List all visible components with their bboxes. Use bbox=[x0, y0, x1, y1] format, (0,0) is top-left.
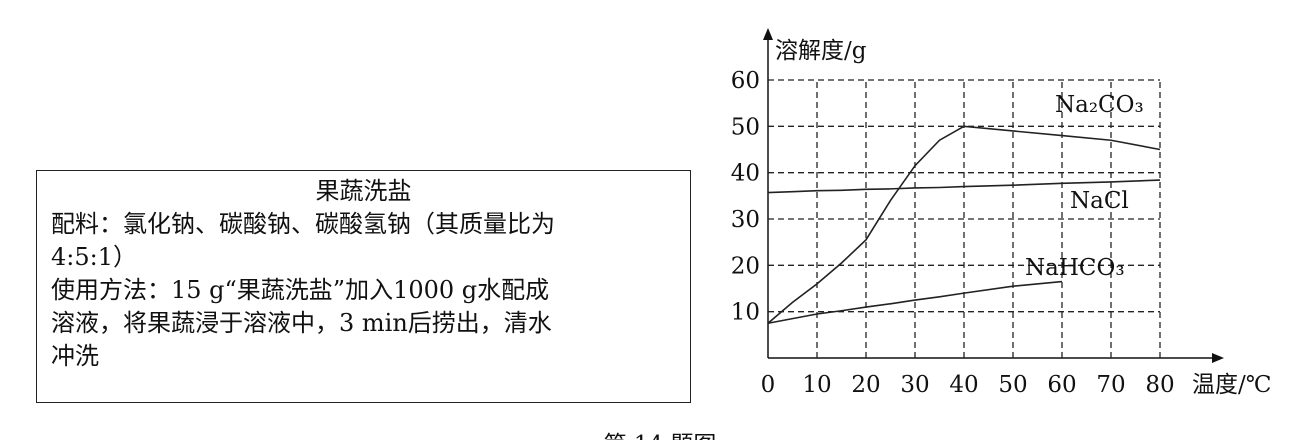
series-line bbox=[767, 280, 1063, 325]
x-tick-label: 80 bbox=[1145, 372, 1174, 398]
series-line bbox=[767, 125, 1161, 324]
x-tick-label: 30 bbox=[900, 372, 929, 398]
x-tick-label: 0 bbox=[761, 372, 776, 398]
series-label: NaHCO₃ bbox=[1025, 255, 1125, 281]
y-tick-label: 50 bbox=[731, 114, 760, 140]
x-axis-label: 温度/℃ bbox=[1192, 372, 1271, 398]
x-tick-label: 50 bbox=[998, 372, 1027, 398]
y-tick-label: 30 bbox=[731, 207, 760, 233]
series-label: NaCl bbox=[1070, 188, 1129, 214]
box-line: 配料：氯化钠、碳酸钠、碳酸氢钠（其质量比为 bbox=[51, 210, 555, 238]
y-tick-label: 20 bbox=[731, 253, 760, 279]
x-tick-label: 10 bbox=[802, 372, 831, 398]
box-line: 4:5:1） bbox=[51, 243, 137, 271]
caption: 第 14 题图 bbox=[604, 432, 717, 440]
y-tick-label: 60 bbox=[731, 68, 760, 94]
x-tick-label: 40 bbox=[949, 372, 978, 398]
box-line: 使用方法：15 g“果蔬洗盐”加入1000 g水配成 bbox=[51, 276, 550, 304]
y-tick-label: 10 bbox=[731, 300, 760, 326]
series-label: Na₂CO₃ bbox=[1055, 92, 1144, 118]
x-tick-label: 70 bbox=[1096, 372, 1125, 398]
y-arrow bbox=[763, 28, 773, 40]
x-tick-label: 20 bbox=[851, 372, 880, 398]
x-arrow bbox=[1212, 353, 1224, 363]
box-line: 冲洗 bbox=[51, 342, 99, 370]
y-tick-label: 40 bbox=[731, 161, 760, 187]
box-line: 溶液，将果蔬浸于溶液中，3 min后捞出，清水 bbox=[51, 309, 552, 337]
series-line bbox=[767, 179, 1161, 194]
x-tick-label: 60 bbox=[1047, 372, 1076, 398]
info-box: 果蔬洗盐 配料：氯化钠、碳酸钠、碳酸氢钠（其质量比为 4:5:1） 使用方法：15 … bbox=[36, 170, 691, 403]
box-title: 果蔬洗盐 bbox=[315, 177, 412, 205]
y-axis-label: 溶解度/g bbox=[775, 38, 867, 64]
